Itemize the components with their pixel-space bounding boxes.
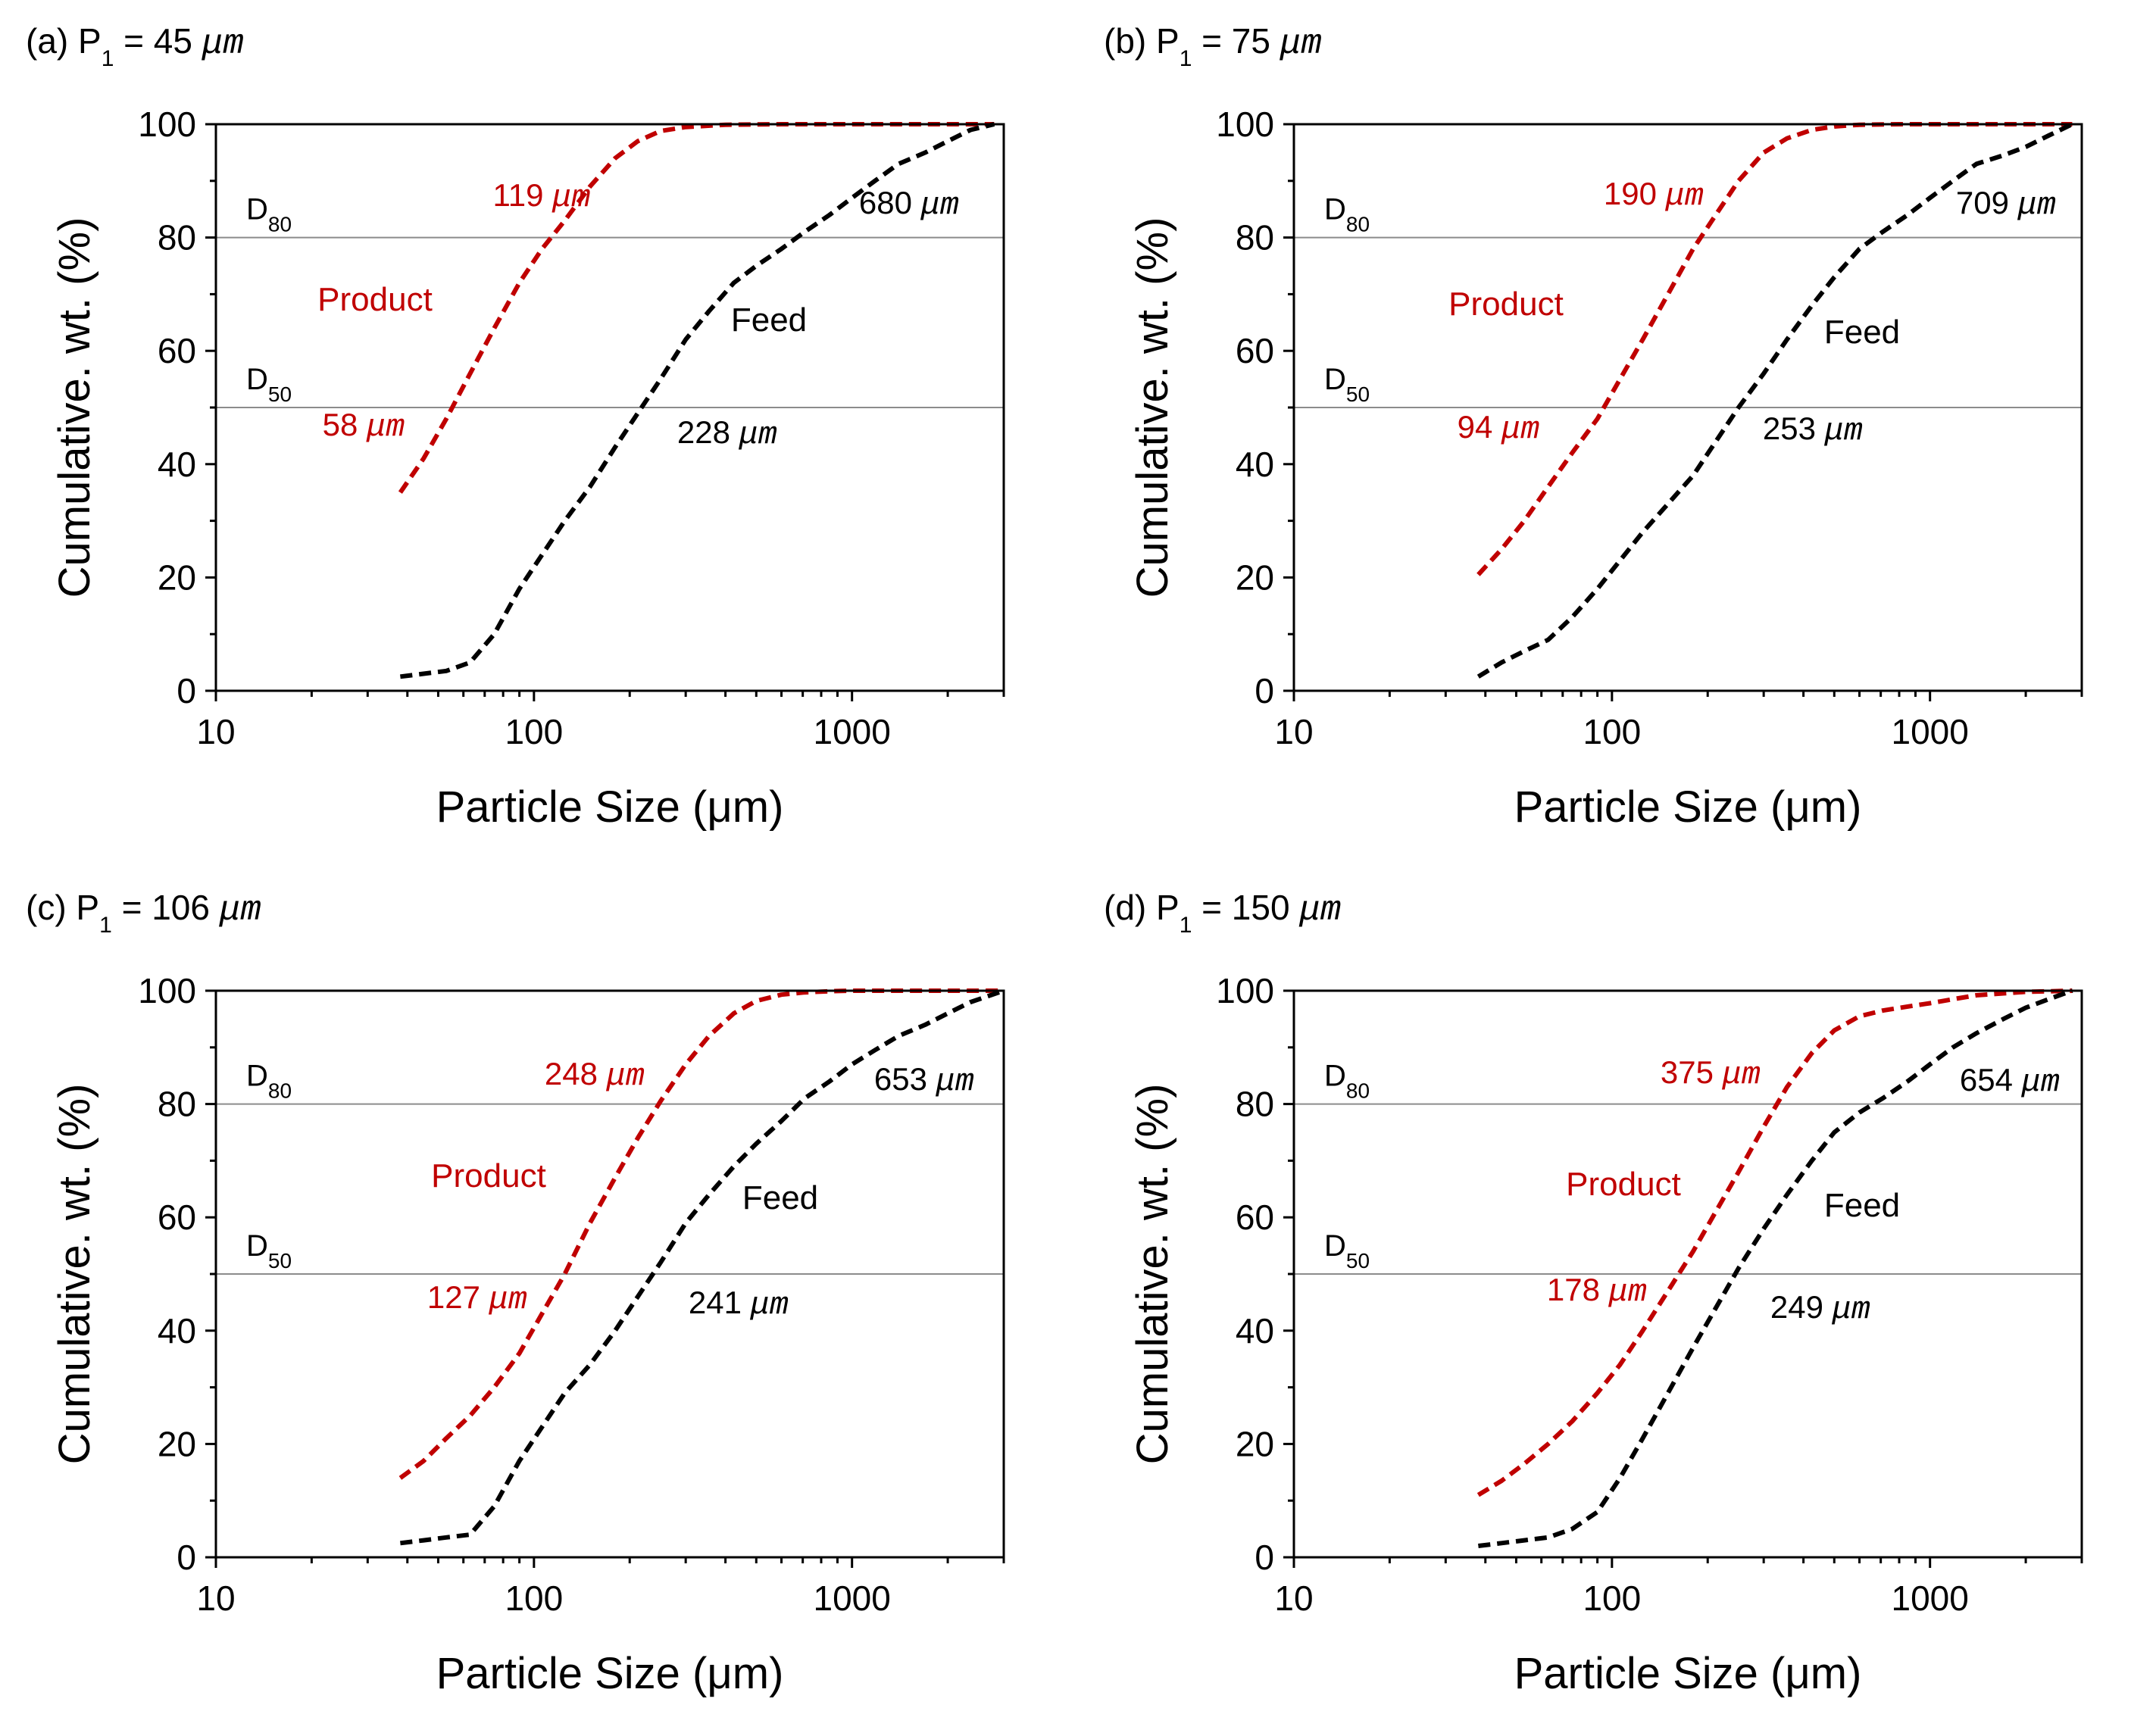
series-line-product: [398, 122, 995, 494]
annotation-feed-d50: 228 μm: [677, 414, 777, 453]
chart-panel-3: (d) P1 = 150 μm D80 D50 0 20 40 60 80 100 10 100 10…: [1104, 888, 2083, 1698]
y-tick-label: 0: [177, 671, 196, 710]
series-label-product: Product: [317, 281, 433, 318]
y-tick-label: 100: [1216, 971, 1274, 1010]
y-tick-label: 20: [1236, 1424, 1274, 1463]
y-tick-label: 20: [158, 1424, 196, 1463]
x-tick-label: 100: [505, 1578, 563, 1618]
x-tick-label: 1000: [814, 712, 891, 751]
panel-title: (d) P1 = 150 μm: [1104, 888, 1342, 938]
series-label-feed: Feed: [731, 301, 807, 339]
y-axis-title: Cumulative. wt. (%): [1128, 217, 1177, 598]
annotation-product-d50: 58 μm: [323, 407, 405, 445]
annotation-feed-d50: 253 μm: [1763, 411, 1863, 449]
y-tick-label: 100: [1216, 105, 1274, 144]
x-tick-label: 1000: [1892, 712, 1969, 751]
reference-label-d50: D50: [246, 1229, 292, 1272]
annotation-product-d50: 178 μm: [1547, 1272, 1647, 1310]
y-tick-label: 20: [158, 557, 196, 597]
x-tick-label: 10: [1274, 712, 1313, 751]
annotation-feed-d80: 709 μm: [1956, 185, 2056, 223]
x-tick-label: 100: [505, 712, 563, 751]
annotation-feed-d80: 654 μm: [1960, 1062, 2060, 1101]
y-tick-label: 0: [1255, 671, 1274, 710]
y-tick-label: 60: [1236, 1197, 1274, 1237]
series-label-product: Product: [1448, 286, 1564, 323]
annotation-product-d80: 375 μm: [1661, 1054, 1761, 1093]
reference-label-d80: D80: [246, 1060, 292, 1103]
panel-title: (b) P1 = 75 μm: [1104, 21, 1322, 71]
y-tick-label: 80: [1236, 1085, 1274, 1124]
reference-label-d80: D80: [1324, 193, 1370, 236]
y-tick-label: 100: [138, 971, 196, 1010]
chart-panel-0: (a) P1 = 45 μm D80 D50 0 20 40 60 80 100 10 100 100…: [26, 21, 1005, 832]
x-tick-label: 10: [196, 712, 235, 751]
annotation-product-d80: 119 μm: [492, 177, 590, 216]
x-tick-label: 10: [196, 1578, 235, 1618]
reference-label-d80: D80: [246, 193, 292, 236]
panel-title: (a) P1 = 45 μm: [26, 21, 244, 71]
series-label-product: Product: [1566, 1166, 1681, 1203]
x-tick-label: 100: [1583, 1578, 1641, 1618]
y-tick-label: 60: [158, 331, 196, 370]
annotation-feed-d50: 249 μm: [1770, 1289, 1870, 1328]
reference-label-d80: D80: [1324, 1060, 1370, 1103]
panel-title: (c) P1 = 106 μm: [26, 888, 261, 938]
y-tick-label: 100: [138, 105, 196, 144]
reference-label-d50: D50: [1324, 363, 1370, 406]
y-axis-title: Cumulative. wt. (%): [50, 217, 99, 598]
annotation-product-d50: 127 μm: [427, 1279, 527, 1318]
annotation-product-d50: 94 μm: [1458, 409, 1540, 448]
series-label-feed: Feed: [1824, 314, 1900, 351]
y-tick-label: 60: [1236, 331, 1274, 370]
y-tick-label: 20: [1236, 557, 1274, 597]
x-tick-label: 100: [1583, 712, 1641, 751]
x-tick-label: 1000: [814, 1578, 891, 1618]
annotation-product-d80: 190 μm: [1604, 176, 1704, 214]
y-tick-label: 40: [1236, 1311, 1274, 1350]
y-tick-label: 80: [158, 218, 196, 258]
series-label-product: Product: [431, 1157, 546, 1194]
y-tick-label: 40: [158, 1311, 196, 1350]
y-axis-title: Cumulative. wt. (%): [50, 1084, 99, 1465]
annotation-feed-d80: 680 μm: [859, 185, 959, 223]
series-label-feed: Feed: [1824, 1187, 1900, 1224]
series-line-feed: [400, 122, 995, 679]
annotation-feed-d50: 241 μm: [689, 1285, 789, 1323]
x-tick-label: 1000: [1892, 1578, 1969, 1618]
x-axis-title: Particle Size (μm): [1514, 1649, 1862, 1698]
annotation-product-d80: 248 μm: [545, 1056, 645, 1094]
x-axis-title: Particle Size (μm): [436, 782, 784, 832]
series-line-feed: [1476, 122, 2073, 679]
chart-panel-2: (c) P1 = 106 μm D80 D50 0 20 40 60 80 100 10 100 10…: [26, 888, 1005, 1698]
x-tick-label: 10: [1274, 1578, 1313, 1618]
reference-label-d50: D50: [246, 363, 292, 406]
series-line-feed: [400, 988, 1005, 1546]
chart-panel-1: (b) P1 = 75 μm D80 D50 0 20 40 60 80 100 10 100 100…: [1104, 21, 2083, 832]
annotation-feed-d80: 653 μm: [874, 1061, 974, 1100]
y-tick-label: 60: [158, 1197, 196, 1237]
series-line-product: [1476, 988, 2073, 1497]
y-tick-label: 40: [158, 445, 196, 484]
y-axis-title: Cumulative. wt. (%): [1128, 1084, 1177, 1465]
y-tick-label: 40: [1236, 445, 1274, 484]
y-tick-label: 0: [177, 1538, 196, 1577]
x-axis-title: Particle Size (μm): [436, 1649, 784, 1698]
y-tick-label: 0: [1255, 1538, 1274, 1577]
x-axis-title: Particle Size (μm): [1514, 782, 1862, 832]
reference-label-d50: D50: [1324, 1229, 1370, 1272]
series-label-feed: Feed: [742, 1179, 818, 1216]
y-tick-label: 80: [158, 1085, 196, 1124]
series-line-feed: [1478, 988, 2073, 1548]
y-tick-label: 80: [1236, 218, 1274, 258]
